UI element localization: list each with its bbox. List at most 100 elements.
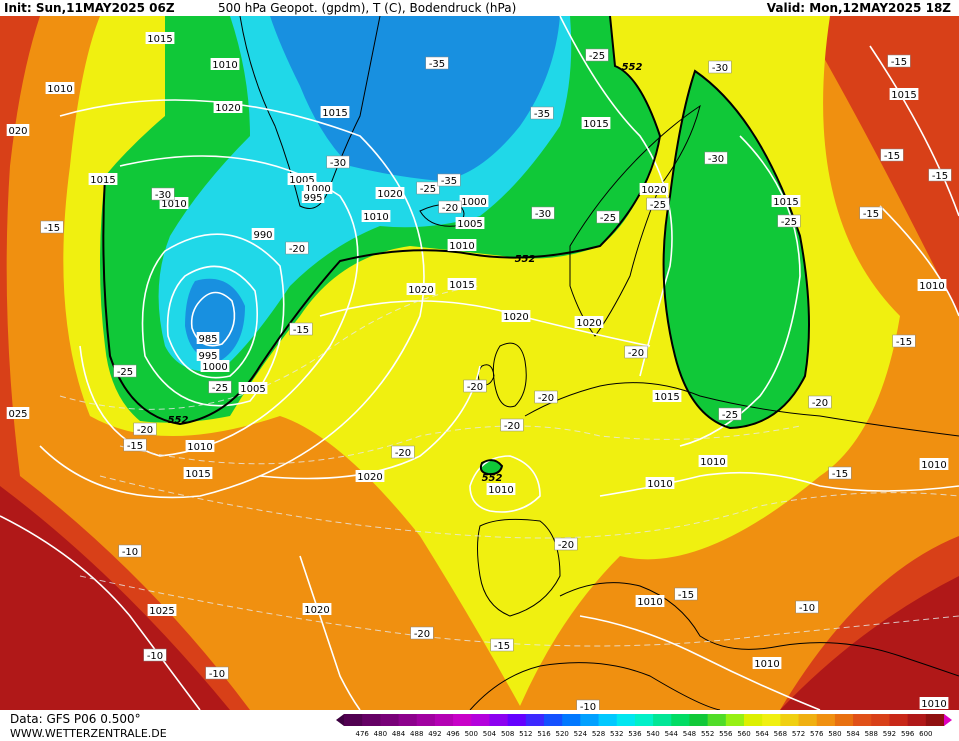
pressure-label-text: 1015	[773, 197, 798, 208]
temperature-label-text: -35	[429, 59, 445, 70]
temperature-label-text: -35	[441, 176, 457, 187]
temperature-label-text: -15	[884, 151, 900, 162]
isobar-1020-atlantic	[259, 365, 481, 480]
pressure-label: 1020	[375, 187, 405, 200]
pressure-label-box	[406, 283, 436, 295]
pressure-label-text: 1025	[149, 606, 174, 617]
scale-label: 544	[665, 730, 679, 738]
temperature-label-text: -15	[678, 590, 694, 601]
temperature-label: -25	[113, 364, 137, 378]
temperature-label-text: -25	[589, 51, 605, 62]
temperature-label-text: -20	[558, 540, 574, 551]
scale-swatch	[544, 714, 563, 726]
pressure-label: 1015	[447, 278, 477, 291]
temperature-label-text: -30	[155, 190, 171, 201]
scale-label: 564	[755, 730, 769, 738]
pressure-label: 990	[251, 228, 275, 241]
pressure-label-box	[185, 440, 215, 452]
scale-label: 476	[355, 730, 369, 738]
pressure-label: 020	[6, 124, 30, 137]
isobar-low-inner	[190, 291, 236, 347]
temperature-label-box	[892, 334, 916, 348]
pressure-label: 1020	[406, 283, 436, 296]
pressure-label-box	[645, 477, 675, 489]
temperature-label: -25	[718, 407, 742, 421]
scale-swatch	[816, 714, 836, 726]
contour-552-east	[662, 69, 810, 430]
scale-swatch	[380, 714, 400, 726]
temperature-label-box	[777, 214, 801, 228]
pressure-label-text: 1020	[503, 312, 528, 323]
pressure-label: 1020	[574, 316, 604, 329]
pressure-label-box	[459, 195, 489, 207]
temperature-label-box	[585, 48, 609, 62]
temperature-label-box	[326, 155, 350, 169]
pressure-label: 1025	[147, 604, 177, 617]
isotherm-minus-20	[119, 425, 801, 465]
pressure-label-box	[581, 117, 611, 129]
pressure-label-box	[147, 604, 177, 616]
pressure-label: 1020	[501, 310, 531, 323]
temperature-label-box	[113, 364, 137, 378]
pressure-label-box	[486, 483, 516, 495]
isobar-low-middle	[166, 265, 258, 379]
temperature-label: -15	[123, 438, 147, 452]
geopotential-label-text: 552	[622, 62, 643, 73]
temperature-label: -15	[289, 322, 313, 336]
temperature-label: -15	[880, 148, 904, 162]
coast-greenland	[239, 16, 381, 209]
scale-label: 572	[792, 730, 805, 738]
pressure-label-box	[917, 279, 947, 291]
temperature-label: -10	[576, 699, 600, 710]
temperature-label: -30	[704, 151, 728, 165]
temperature-label-box	[887, 54, 911, 68]
scale-swatch	[434, 714, 454, 726]
scale-label: 548	[683, 730, 696, 738]
pressure-label-box	[200, 360, 230, 372]
temperature-label-text: -30	[712, 63, 728, 74]
pressure-label-text: 1015	[147, 34, 172, 45]
temperature-label-box	[285, 241, 309, 255]
pressure-label-text: 025	[8, 409, 27, 420]
temperature-label: -20	[554, 537, 578, 551]
pressure-label: 1010	[917, 279, 947, 292]
temperature-label-text: -20	[467, 382, 483, 393]
pressure-label: 1015	[652, 390, 682, 403]
temperature-label: -35	[437, 173, 461, 187]
isobar-1015-east	[679, 135, 801, 447]
temperature-label: -20	[438, 200, 462, 214]
pressure-label: 025	[6, 407, 30, 420]
temperature-label-box	[151, 187, 175, 201]
temperature-label-box	[531, 206, 555, 220]
pressure-label-text: 1010	[449, 241, 474, 252]
pressure-label-box	[752, 657, 782, 669]
scale-swatch	[489, 714, 509, 726]
scale-label: 500	[465, 730, 478, 738]
pressure-label-text: 1015	[891, 90, 916, 101]
geopotential-label-text: 552	[515, 254, 536, 265]
temperature-label-box	[118, 544, 142, 558]
scale-swatch	[507, 714, 527, 726]
pressure-label-box	[455, 217, 485, 229]
scale-labels: 476 480 484 488 492 496 500 504 508 512 516 520 524 5…	[355, 730, 932, 738]
pressure-label-box	[238, 382, 268, 394]
temperature-label-box	[289, 322, 313, 336]
pressure-label-text: 1010	[47, 84, 72, 95]
temperature-label-text: -25	[117, 367, 133, 378]
temperature-label-text: -15	[932, 171, 948, 182]
pressure-label: 1015	[889, 88, 919, 101]
scale-swatch	[889, 714, 909, 726]
contour-552-cutoff	[479, 459, 504, 476]
temperature-label-text: -35	[534, 109, 550, 120]
pressure-label-text: 1000	[202, 362, 227, 373]
pressure-label-box	[213, 101, 243, 113]
pressure-label: 1015	[183, 467, 213, 480]
pressure-label: 1020	[355, 470, 385, 483]
pressure-label: 1010	[185, 440, 215, 453]
pressure-label: 995	[196, 349, 220, 362]
pressure-label-box	[196, 332, 220, 344]
pressure-label: 1000	[200, 360, 230, 373]
temperature-label-text: -15	[863, 209, 879, 220]
